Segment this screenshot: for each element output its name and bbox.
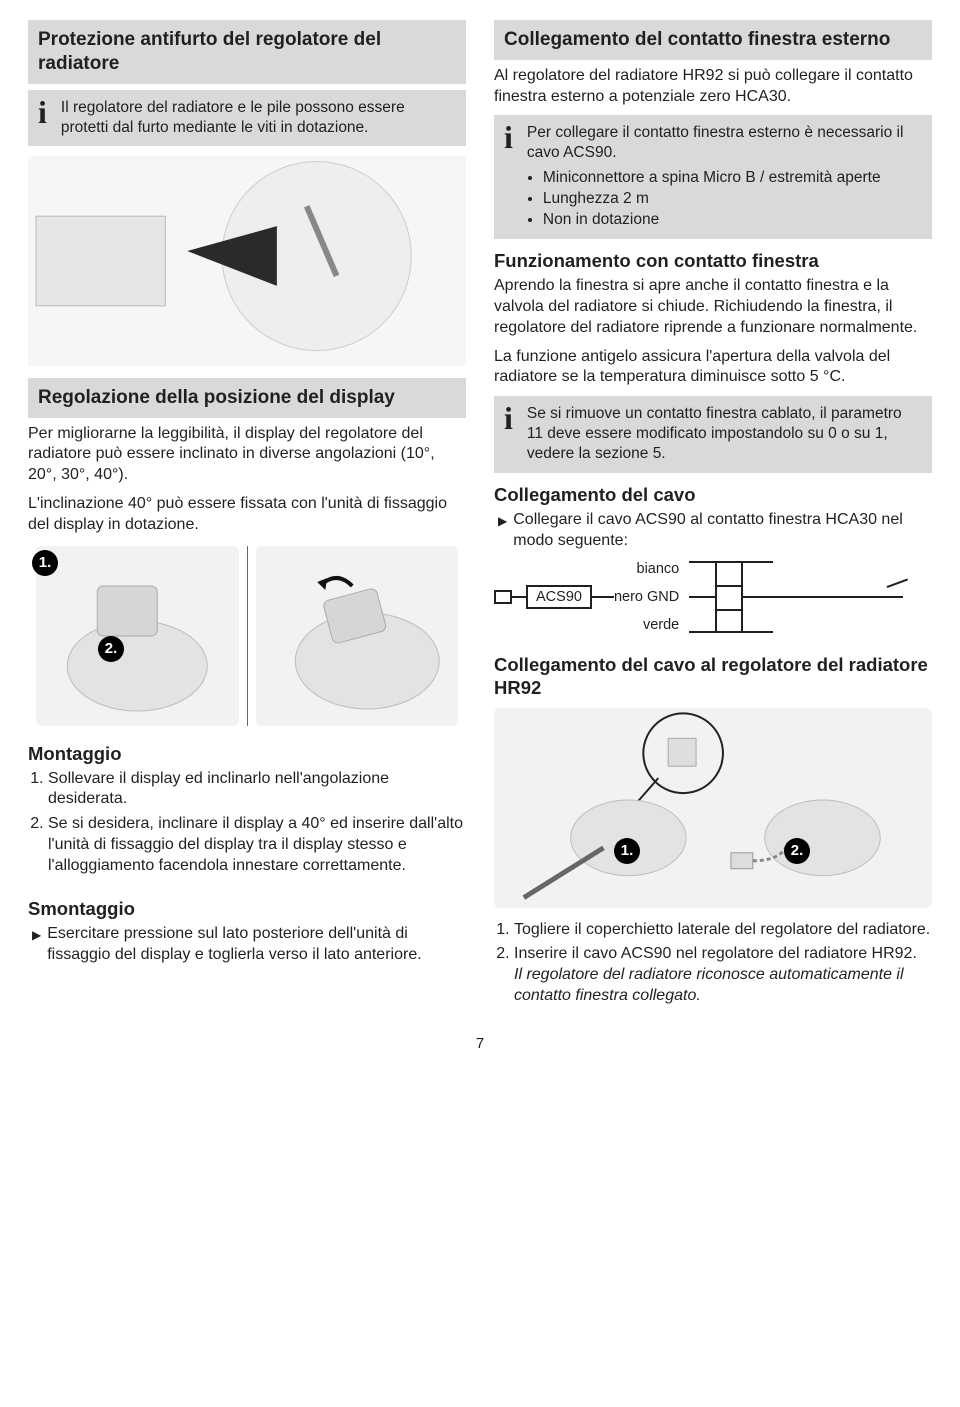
figure-screw-install [28, 156, 466, 366]
wiring-terminal [715, 561, 743, 633]
hr92-note-italic: Il regolatore del radiatore riconosce au… [514, 966, 904, 1004]
info-param11: i Se si rimuove un contatto finestra cab… [494, 396, 932, 472]
window-contact-p1: Al regolatore del radiatore HR92 si può … [494, 66, 932, 108]
page-number: 7 [28, 1035, 932, 1052]
funzionamento-p2: La funzione antigelo assicura l'apertura… [494, 347, 932, 389]
funzionamento-p1: Aprendo la finestra si apre anche il con… [494, 276, 932, 338]
info-acs90: i Per collegare il contatto finestra est… [494, 115, 932, 239]
wire-label-verde: verde [614, 617, 679, 633]
step-badge-1b: 1. [614, 838, 640, 864]
hr92-step-2: Inserire il cavo ACS90 nel regolatore de… [514, 944, 932, 1006]
step-badge-2b: 2. [784, 838, 810, 864]
figure-tilt-b [256, 546, 459, 726]
heading-montaggio: Montaggio [28, 742, 466, 765]
wire-label-bianco: bianco [614, 561, 679, 577]
heading-smontaggio: Smontaggio [28, 897, 466, 920]
info-antitheft: i Il regolatore del radiatore e le pile … [28, 90, 466, 146]
montaggio-steps: Sollevare il display ed inclinarlo nell'… [48, 769, 466, 877]
illustration-screw [28, 156, 466, 366]
info-icon: i [38, 96, 47, 128]
display-position-p1: Per migliorarne la leggibilità, il displ… [28, 424, 466, 486]
wiring-cable-label: ACS90 [526, 585, 592, 609]
wiring-stub [494, 590, 512, 604]
step-badge-1: 1. [32, 550, 58, 576]
info-icon: i [504, 402, 513, 434]
heading-display-position: Regolazione della posizione del display [28, 378, 466, 418]
info-param11-text: Se si rimuove un contatto finestra cabla… [527, 402, 922, 464]
acs90-bullet-2: Lunghezza 2 m [543, 189, 922, 209]
wiring-diagram: ACS90 bianco nero GND verde [494, 561, 932, 633]
acs90-bullet-3: Non in dotazione [543, 210, 922, 230]
heading-funzionamento: Funzionamento con contatto finestra [494, 249, 932, 272]
heading-collegamento-hr92: Collegamento del cavo al regolatore del … [494, 653, 932, 699]
heading-window-contact: Collegamento del contatto finestra ester… [494, 20, 932, 60]
hr92-steps: Togliere il coperchietto laterale del re… [514, 920, 932, 1007]
collegamento-cavo-bullet: Collegare il cavo ACS90 al contatto fine… [498, 510, 932, 552]
info-acs90-text: Per collegare il contatto finestra ester… [527, 121, 922, 231]
acs90-bullet-1: Miniconnettore a spina Micro B / estremi… [543, 168, 922, 188]
hr92-step-1: Togliere il coperchietto laterale del re… [514, 920, 932, 941]
figure-hr92-connection: 1. 2. [494, 708, 932, 908]
right-column: Collegamento del contatto finestra ester… [494, 20, 932, 1011]
montaggio-step-1: Sollevare il display ed inclinarlo nell'… [48, 769, 466, 811]
info-icon: i [504, 121, 513, 153]
step-badge-2: 2. [98, 636, 124, 662]
heading-antitheft: Protezione antifurto del regolatore del … [28, 20, 466, 84]
info-antitheft-text: Il regolatore del radiatore e le pile po… [61, 96, 456, 138]
figure-tilt-a [36, 546, 239, 726]
montaggio-step-2: Se si desidera, inclinare il display a 4… [48, 814, 466, 876]
wire-label-nero: nero GND [614, 589, 679, 605]
heading-collegamento-cavo: Collegamento del cavo [494, 483, 932, 506]
figure-display-tilt-group: 1. 2. [28, 546, 466, 726]
display-position-p2: L'inclinazione 40° può essere fissata co… [28, 494, 466, 536]
left-column: Protezione antifurto del regolatore del … [28, 20, 466, 1011]
smontaggio-bullet: Esercitare pressione sul lato posteriore… [32, 924, 466, 966]
